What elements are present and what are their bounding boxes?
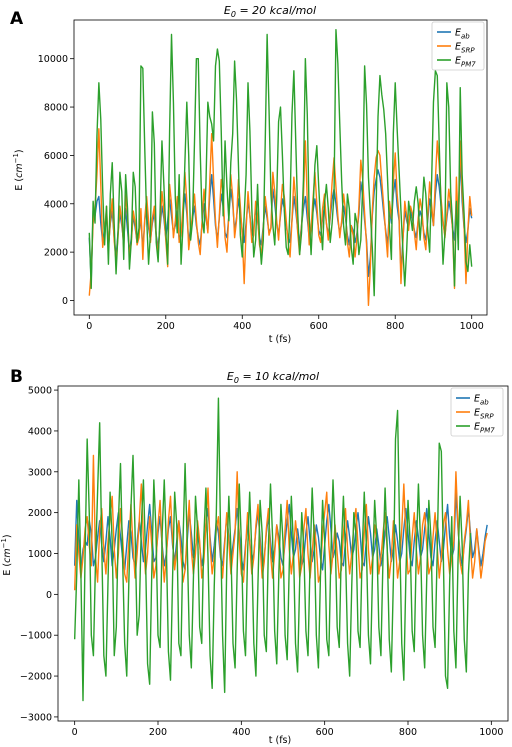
panel-a-title-sub: 0 xyxy=(231,10,236,19)
panel-a-ytick-label: 8000 xyxy=(44,103,68,114)
panel-a-ylabel: E (cm−1) xyxy=(12,149,25,190)
panel-a-ytick-label: 0 xyxy=(62,296,68,307)
panel-b-legend-box xyxy=(450,387,504,437)
panel-a-series-line-pm7 xyxy=(88,28,473,297)
panel-b-ytick-label: −2000 xyxy=(20,672,52,683)
panel-b-xtick-label: 600 xyxy=(316,727,334,738)
panel-a-xtick-label: 200 xyxy=(157,321,175,332)
panel-b-xtick-label: 400 xyxy=(232,727,250,738)
panel-b-legend-label-srp: ESRP xyxy=(474,408,494,421)
panel-b-xtick-label: 800 xyxy=(399,727,417,738)
panel-b-plot-area: 0 200 400 600 800 1000 −3000 −2000 −1000 0 1000 200… xyxy=(20,386,504,738)
panel-a-ytick-label: 6000 xyxy=(44,151,68,162)
panel-b-ylabel-unit: cm xyxy=(2,548,13,562)
panel-a-title-base: E xyxy=(224,4,231,17)
panel-b: B E0 = 10 kcal/mol 0 200 400 600 800 1000−300… xyxy=(0,367,509,746)
panel-a-ylabel-sup: −1 xyxy=(12,153,20,163)
panel-b-ylabel-sup: −1 xyxy=(0,538,8,548)
panel-a-ytick-label: 10000 xyxy=(38,54,68,65)
panel-label-a: A xyxy=(10,9,24,29)
panel-b-legend-label-pm7: EPM7 xyxy=(474,422,495,435)
panel-b-series-line-ab xyxy=(73,491,488,571)
panel-b-title-sub: 0 xyxy=(234,376,239,385)
panel-b-xtick-label: 1000 xyxy=(479,727,503,738)
panel-a-xtick-label: 600 xyxy=(310,321,328,332)
panel-a-ylabel-unit: cm xyxy=(14,163,25,177)
panel-a-xtick-label: 1000 xyxy=(460,321,484,332)
panel-b-ytick-label: 4000 xyxy=(28,426,52,437)
panel-b-ytick-label: −3000 xyxy=(20,712,52,723)
panel-b-title-base: E xyxy=(227,370,234,383)
panel-b-legend-label-ab: Eab xyxy=(474,394,489,407)
panel-b-axes-frame xyxy=(57,385,509,722)
panel-b-ytick-label: −1000 xyxy=(20,631,52,642)
panel-a-xtick-label: 0 xyxy=(86,321,92,332)
panel-a-legend-box xyxy=(431,21,485,71)
panel-b-ylabel: E (cm−1) xyxy=(0,534,13,575)
panel-a-ytick-label: 2000 xyxy=(44,248,68,259)
panel-a-xtick-label: 800 xyxy=(386,321,404,332)
panel-b-ytick-label: 0 xyxy=(46,590,52,601)
panel-a-axes-frame xyxy=(73,19,488,316)
panel-b-ytick-label: 3000 xyxy=(28,467,52,478)
panel-b-series-line-srp xyxy=(73,454,488,591)
panel-b-xtick-label: 0 xyxy=(72,727,78,738)
panel-a-xtick-label: 400 xyxy=(233,321,251,332)
panel-label-b: B xyxy=(10,367,23,387)
panel-b-xlabel: t (fs) xyxy=(269,735,291,746)
panel-b-ylabel-pre: E ( xyxy=(2,563,13,576)
panel-a-legend-label-ab: Eab xyxy=(455,28,470,41)
panel-b-ytick-label: 1000 xyxy=(28,549,52,560)
panel-b-ytick-label: 5000 xyxy=(28,386,52,397)
panel-b-ytick-label: 2000 xyxy=(28,508,52,519)
panel-a-ylabel-post: ) xyxy=(14,149,25,153)
panel-b-title-rest: = 10 kcal/mol xyxy=(239,370,319,383)
panel-b-title: E0 = 10 kcal/mol xyxy=(227,370,319,385)
panel-b-series-line-pm7 xyxy=(73,397,472,702)
panel-a-ytick-label: 4000 xyxy=(44,199,68,210)
panel-b-ylabel-post: ) xyxy=(2,534,13,538)
panel-a-legend-label-pm7: EPM7 xyxy=(455,56,476,69)
panel-a-legend-label-srp: ESRP xyxy=(455,42,475,55)
panel-a-ylabel-pre: E ( xyxy=(14,178,25,191)
panel-a-title-rest: = 20 kcal/mol xyxy=(236,4,316,17)
panel-b-xtick-label: 200 xyxy=(149,727,167,738)
panel-a-title: E0 = 20 kcal/mol xyxy=(224,4,316,19)
panel-a: A E0 = 20 kcal/mol 0 200 400 600 800 10000200… xyxy=(10,4,488,345)
panel-a-plot-area: 0 200 400 600 800 10000200040006000800010000E… xyxy=(38,21,485,332)
panel-a-xlabel: t (fs) xyxy=(269,334,291,345)
